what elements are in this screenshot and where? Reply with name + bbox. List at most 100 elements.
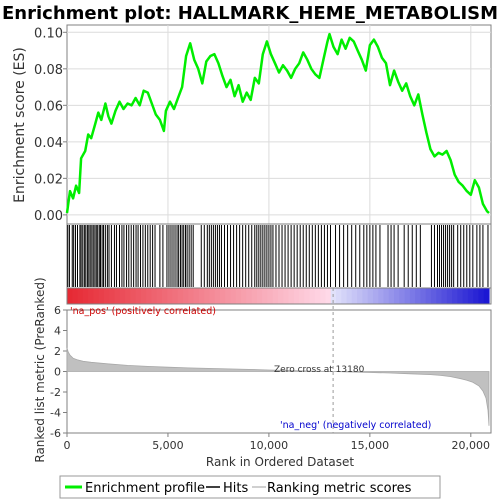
rank-bar-segment <box>325 288 332 304</box>
rank-bar-segment <box>409 288 416 304</box>
x-tick-label: 20,000 <box>452 439 491 452</box>
rank-bar-segment <box>77 288 84 304</box>
rank-bar-segment <box>351 288 358 304</box>
rank-bar-segment <box>478 288 485 304</box>
neg-correlated-label: 'na_neg' (negatively correlated) <box>280 420 431 431</box>
rank-bar-segment <box>214 288 221 304</box>
legend-box <box>59 475 441 499</box>
es-panel: 0.00 0.02 0.04 0.06 0.08 0.10 <box>34 24 492 225</box>
rank-bar-segment <box>251 288 258 304</box>
rank-bar-segment <box>462 288 469 304</box>
rank-bar-segment <box>452 288 458 304</box>
es-y-tick-label: 0.06 <box>34 99 63 114</box>
rank-bar-segment <box>119 288 126 304</box>
rank-bar-segment <box>114 288 121 304</box>
rank-bar-segment <box>109 288 116 304</box>
rank-bar-segment <box>140 288 147 304</box>
es-y-tick-label: 0.08 <box>34 63 63 78</box>
rank-bar-segment <box>320 288 327 304</box>
pos-correlated-label: 'na_pos' (positively correlated) <box>70 306 216 317</box>
x-axis-label: Rank in Ordered Dataset <box>206 455 354 469</box>
rank-bar-segment <box>473 288 480 304</box>
rank-bar-segment <box>225 288 232 304</box>
rank-bar-segment <box>209 288 216 304</box>
es-plot-frame <box>66 24 492 225</box>
rank-bar-segment <box>457 288 464 304</box>
rank-bar-segment <box>378 288 385 304</box>
rank-bar-segment <box>262 288 269 304</box>
rank-bar-segment <box>425 288 432 304</box>
rank-bar-segment <box>362 288 369 304</box>
rank-bar-segment <box>267 288 274 304</box>
rank-bar-segment <box>235 288 242 304</box>
metric-y-tick-label: 2 <box>54 345 61 358</box>
rank-bar-segment <box>383 288 390 304</box>
legend-metric-label: Ranking metric scores <box>267 481 412 496</box>
metric-panel: -6 -4 -2 0 2 4 6 0 5,000 10,000 15,000 20,000 <box>50 288 492 452</box>
rank-bar-segment <box>130 288 137 304</box>
x-tick-label: 5,000 <box>152 439 184 452</box>
rank-bar-segment <box>446 288 453 304</box>
rank-bar-segment <box>146 288 152 304</box>
rank-bar-segment <box>125 288 131 304</box>
rank-bar-segment <box>198 288 205 304</box>
rank-bar-segment <box>394 288 400 304</box>
rank-bar-segment <box>256 288 263 304</box>
rank-bar-segment <box>88 288 94 304</box>
rank-bar-segment <box>161 288 168 304</box>
rank-bar-segment <box>204 288 211 304</box>
rank-bar-segment <box>172 288 179 304</box>
rank-bar-segment <box>304 288 311 304</box>
chart-title: Enrichment plot: HALLMARK_HEME_METABOLIS… <box>2 3 498 24</box>
rank-bar-segment <box>404 288 411 304</box>
metric-y-tick-label: 6 <box>54 304 61 317</box>
rank-bar-frame <box>66 287 492 305</box>
rank-bar-segment <box>177 288 184 304</box>
metric-y-tick-label: -4 <box>50 407 61 420</box>
rank-bar-segment <box>183 288 189 304</box>
metric-y-tick-label: 0 <box>54 366 61 379</box>
hits-panel <box>66 223 492 289</box>
rank-bar-segment <box>336 288 342 304</box>
x-tick-label: 0 <box>64 439 71 452</box>
rank-bar-segment <box>372 288 379 304</box>
rank-bar-segment <box>246 288 253 304</box>
rank-bar-segment <box>277 288 284 304</box>
rank-bar-segment <box>288 288 295 304</box>
es-y-tick-label: 0.10 <box>34 26 63 41</box>
ranking-metric-area <box>66 347 490 426</box>
rank-bar-segment <box>309 288 316 304</box>
rank-bar-segment <box>357 288 363 304</box>
rank-bar-segment <box>367 288 374 304</box>
rank-bar-segment <box>82 288 89 304</box>
rank-bar-segment <box>399 288 406 304</box>
rank-bar-segment <box>415 288 422 304</box>
rank-bar-segment <box>72 288 79 304</box>
rank-bar-segment <box>67 288 73 304</box>
legend-hits-label: Hits <box>223 481 248 496</box>
enrichment-profile-line <box>65 32 490 214</box>
rank-bar-segment <box>156 288 163 304</box>
rank-bar-segment <box>98 288 105 304</box>
rank-color-bar <box>66 287 492 305</box>
x-tick-label: 10,000 <box>250 439 289 452</box>
rank-bar-segment <box>230 288 237 304</box>
x-tick-label: 15,000 <box>351 439 390 452</box>
zero-cross-label: Zero cross at 13180 <box>274 365 365 375</box>
rank-bar-segment <box>314 288 321 304</box>
rank-bar-segment <box>430 288 437 304</box>
rank-bar-segment <box>167 288 174 304</box>
rank-bar-segment <box>193 288 200 304</box>
rank-bar-segment <box>388 288 395 304</box>
rank-bar-segment <box>135 288 142 304</box>
metric-y-label: Ranked list metric (PreRanked) <box>33 277 47 462</box>
rank-bar-segment <box>436 288 443 304</box>
metric-y-tick-label: -2 <box>50 386 61 399</box>
es-y-tick-label: 0.00 <box>34 209 63 224</box>
metric-y-tick-label: -6 <box>50 427 61 440</box>
rank-bar-segment <box>188 288 195 304</box>
legend-enrichment-label: Enrichment profile <box>85 481 205 496</box>
es-y-tick-label: 0.04 <box>34 136 63 151</box>
rank-bar-segment <box>283 288 290 304</box>
